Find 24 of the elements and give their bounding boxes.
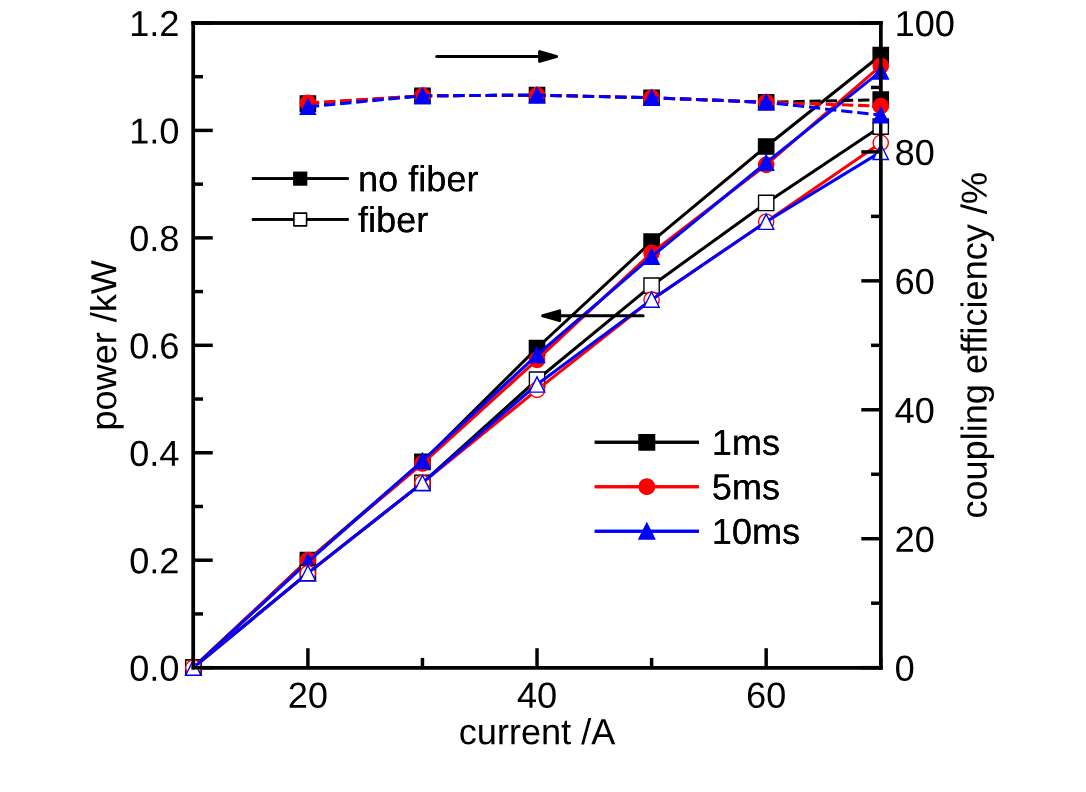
y2-tick-label: 80 — [896, 139, 934, 166]
y2-tick-label: 20 — [896, 526, 934, 553]
legend-label: 10ms — [714, 518, 799, 545]
y-tick-label: 0.4 — [130, 440, 179, 467]
x-tick-label: 60 — [747, 682, 785, 709]
y2-tick-label: 60 — [896, 268, 934, 295]
x-axis-title: current /A — [460, 717, 616, 745]
y-tick-label: 0.8 — [130, 225, 178, 252]
y2-tick-label: 100 — [897, 10, 954, 37]
y2-axis-title: coupling efficiency /% — [960, 173, 995, 518]
annotation: fiber — [358, 205, 428, 233]
x-tick-label: 20 — [289, 682, 327, 709]
y-tick-label: 0.6 — [130, 333, 178, 359]
x-tick-label: 40 — [517, 682, 556, 709]
y2-tick-label: 40 — [895, 397, 934, 424]
legend-label: 1ms — [714, 430, 779, 456]
annotation: no fiber — [360, 165, 478, 192]
y2-tick-label: 0 — [896, 655, 914, 682]
y-tick-label: 0.2 — [130, 548, 178, 574]
y-tick-label: 0.0 — [130, 655, 179, 682]
legend-label: 5ms — [713, 474, 779, 500]
y-tick-label: 1.2 — [131, 10, 178, 37]
y-tick-label: 1.0 — [131, 118, 179, 144]
y-axis-title: power /kW — [90, 260, 124, 429]
